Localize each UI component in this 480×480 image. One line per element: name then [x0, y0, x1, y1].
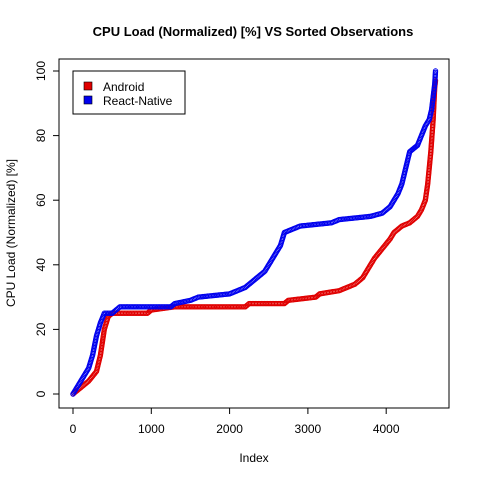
y-tick-label: 0 — [34, 390, 48, 397]
legend-box — [72, 70, 186, 115]
legend-swatch-android — [83, 81, 93, 91]
chart-title: CPU Load (Normalized) [%] VS Sorted Obse… — [93, 24, 414, 39]
x-tick-label: 0 — [70, 422, 77, 436]
y-tick-label: 60 — [34, 193, 48, 207]
y-axis: 0 20 40 60 80 100 — [34, 61, 60, 397]
legend-label-react-native: React-Native — [103, 94, 173, 108]
data-point — [432, 68, 439, 74]
x-axis: 0 1000 2000 3000 4000 — [70, 407, 400, 436]
y-tick-label: 20 — [34, 322, 48, 336]
series-react-native — [70, 68, 439, 397]
y-tick-label: 80 — [34, 129, 48, 143]
x-tick-label: 2000 — [216, 422, 243, 436]
x-axis-label: Index — [239, 451, 268, 465]
legend: Android React-Native — [72, 70, 186, 115]
y-axis-label: CPU Load (Normalized) [%] — [4, 159, 18, 307]
x-tick-label: 4000 — [373, 422, 400, 436]
x-tick-label: 3000 — [295, 422, 322, 436]
points-layer — [70, 68, 439, 397]
legend-label-android: Android — [103, 80, 144, 94]
y-tick-label: 40 — [34, 258, 48, 272]
legend-swatch-react-native — [83, 95, 93, 105]
x-tick-label: 1000 — [138, 422, 165, 436]
y-tick-label: 100 — [34, 61, 48, 81]
